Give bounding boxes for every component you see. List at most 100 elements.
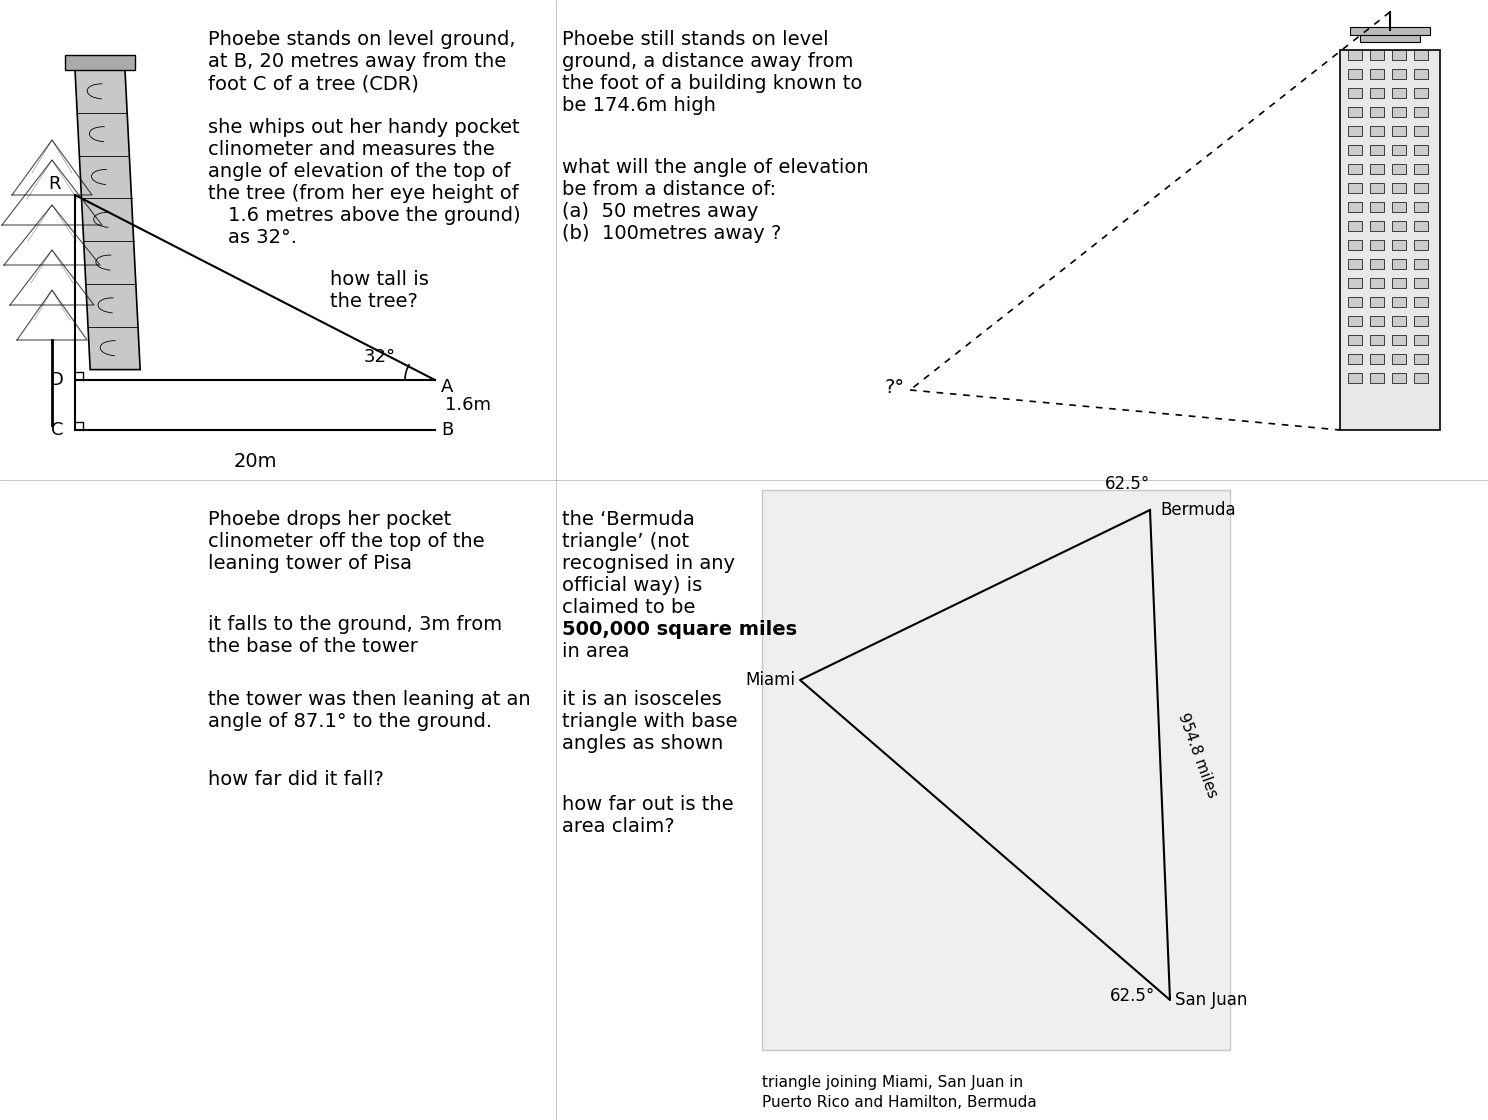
Bar bbox=[1360, 35, 1420, 43]
Bar bbox=[1391, 240, 1406, 250]
Bar bbox=[1370, 240, 1384, 250]
Bar bbox=[1414, 144, 1428, 155]
Bar bbox=[1391, 316, 1406, 326]
Bar bbox=[1370, 335, 1384, 345]
Bar bbox=[1370, 221, 1384, 231]
Bar bbox=[1348, 183, 1362, 193]
Text: in area: in area bbox=[562, 642, 629, 661]
Text: the foot of a building known to: the foot of a building known to bbox=[562, 74, 863, 93]
Bar bbox=[1414, 127, 1428, 136]
Text: clinometer and measures the: clinometer and measures the bbox=[208, 140, 494, 159]
Bar bbox=[1348, 50, 1362, 60]
Bar bbox=[1348, 88, 1362, 99]
Text: triangle’ (not: triangle’ (not bbox=[562, 532, 689, 551]
Bar bbox=[1414, 108, 1428, 116]
Bar bbox=[1348, 373, 1362, 383]
Bar bbox=[1414, 240, 1428, 250]
Bar bbox=[1414, 373, 1428, 383]
Text: angle of elevation of the top of: angle of elevation of the top of bbox=[208, 162, 510, 181]
Text: 32°: 32° bbox=[365, 348, 396, 366]
Text: 1.6 metres above the ground): 1.6 metres above the ground) bbox=[228, 206, 521, 225]
Text: 500,000 square miles: 500,000 square miles bbox=[562, 620, 798, 640]
Bar bbox=[1391, 69, 1406, 80]
Bar bbox=[1391, 108, 1406, 116]
Bar bbox=[1391, 335, 1406, 345]
Text: the base of the tower: the base of the tower bbox=[208, 637, 418, 656]
Bar bbox=[1414, 259, 1428, 269]
Text: it is an isosceles: it is an isosceles bbox=[562, 690, 722, 709]
Text: be 174.6m high: be 174.6m high bbox=[562, 96, 716, 115]
Bar bbox=[1370, 69, 1384, 80]
Bar bbox=[1414, 164, 1428, 174]
Bar bbox=[1348, 297, 1362, 307]
Bar bbox=[1414, 69, 1428, 80]
Bar bbox=[1391, 144, 1406, 155]
Text: R: R bbox=[49, 175, 61, 193]
Text: be from a distance of:: be from a distance of: bbox=[562, 180, 777, 199]
Text: B: B bbox=[440, 421, 454, 439]
Bar bbox=[1348, 144, 1362, 155]
Text: area claim?: area claim? bbox=[562, 816, 674, 836]
Bar bbox=[1348, 221, 1362, 231]
Text: she whips out her handy pocket: she whips out her handy pocket bbox=[208, 118, 519, 137]
Bar bbox=[1348, 164, 1362, 174]
Bar bbox=[1348, 127, 1362, 136]
Bar bbox=[1348, 240, 1362, 250]
Text: triangle with base: triangle with base bbox=[562, 712, 738, 731]
Bar bbox=[1391, 183, 1406, 193]
Bar bbox=[1370, 354, 1384, 364]
Bar bbox=[1370, 278, 1384, 288]
Bar bbox=[1391, 50, 1406, 60]
Text: Miami: Miami bbox=[745, 671, 795, 689]
Text: official way) is: official way) is bbox=[562, 576, 702, 595]
Text: Phoebe still stands on level: Phoebe still stands on level bbox=[562, 30, 829, 49]
Bar bbox=[65, 55, 135, 71]
Bar bbox=[1391, 164, 1406, 174]
Text: leaning tower of Pisa: leaning tower of Pisa bbox=[208, 554, 412, 573]
Bar bbox=[1391, 297, 1406, 307]
Bar bbox=[1348, 335, 1362, 345]
Bar bbox=[1414, 278, 1428, 288]
Text: Puerto Rico and Hamilton, Bermuda: Puerto Rico and Hamilton, Bermuda bbox=[762, 1095, 1037, 1110]
Text: what will the angle of elevation: what will the angle of elevation bbox=[562, 158, 869, 177]
Text: the tower was then leaning at an: the tower was then leaning at an bbox=[208, 690, 531, 709]
Text: Bermuda: Bermuda bbox=[1161, 501, 1235, 519]
Text: how tall is: how tall is bbox=[330, 270, 429, 289]
Bar bbox=[1350, 27, 1430, 35]
Text: 20m: 20m bbox=[234, 452, 277, 472]
Bar bbox=[1348, 259, 1362, 269]
Text: clinometer off the top of the: clinometer off the top of the bbox=[208, 532, 485, 551]
Bar bbox=[1370, 259, 1384, 269]
Bar bbox=[1391, 221, 1406, 231]
Bar bbox=[1370, 88, 1384, 99]
Bar bbox=[1414, 297, 1428, 307]
Bar bbox=[1370, 108, 1384, 116]
Bar bbox=[1391, 278, 1406, 288]
Bar bbox=[1414, 354, 1428, 364]
Bar bbox=[1370, 373, 1384, 383]
Text: (b)  100metres away ?: (b) 100metres away ? bbox=[562, 224, 781, 243]
Text: ?°: ?° bbox=[885, 379, 905, 396]
Text: Phoebe stands on level ground,: Phoebe stands on level ground, bbox=[208, 30, 515, 49]
Text: (a)  50 metres away: (a) 50 metres away bbox=[562, 202, 759, 221]
Bar bbox=[1414, 316, 1428, 326]
Bar bbox=[1391, 127, 1406, 136]
Bar bbox=[1348, 108, 1362, 116]
Bar bbox=[1370, 316, 1384, 326]
Bar bbox=[1348, 316, 1362, 326]
Bar bbox=[1391, 202, 1406, 212]
Text: Phoebe drops her pocket: Phoebe drops her pocket bbox=[208, 510, 451, 529]
Text: claimed to be: claimed to be bbox=[562, 598, 695, 617]
Bar bbox=[1391, 88, 1406, 99]
Bar bbox=[1341, 50, 1440, 430]
Bar bbox=[1348, 69, 1362, 80]
Text: how far out is the: how far out is the bbox=[562, 795, 734, 814]
Text: foot C of a tree (CDR): foot C of a tree (CDR) bbox=[208, 74, 420, 93]
Text: ground, a distance away from: ground, a distance away from bbox=[562, 52, 854, 71]
Text: recognised in any: recognised in any bbox=[562, 554, 735, 573]
Text: D: D bbox=[49, 371, 62, 389]
Text: how far did it fall?: how far did it fall? bbox=[208, 771, 384, 788]
Text: 62.5°: 62.5° bbox=[1110, 987, 1155, 1005]
Text: 62.5°: 62.5° bbox=[1106, 475, 1150, 493]
Text: A: A bbox=[440, 379, 454, 396]
